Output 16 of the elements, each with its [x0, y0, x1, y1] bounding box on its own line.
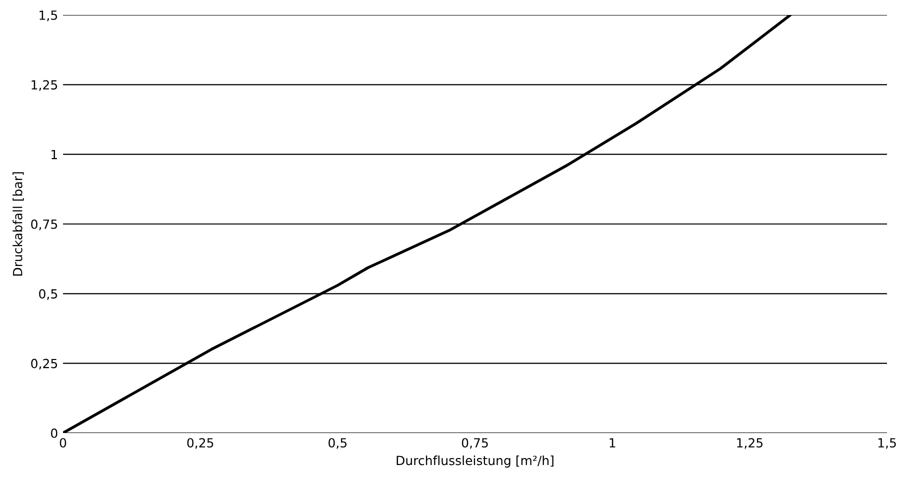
x-tick-label: 0,75	[462, 438, 488, 449]
x-tick-label: 0	[60, 438, 66, 448]
y-tick-label: 0,5	[39, 289, 58, 300]
x-tick-label: 1,25	[737, 438, 762, 449]
x-tick-label: 0,5	[328, 438, 347, 449]
y-axis-title: Druckabfall [bar]	[12, 172, 24, 276]
y-tick-label: 1,5	[40, 10, 58, 22]
y-tick-label: 0	[51, 428, 58, 438]
x-tick-label: 0,25	[187, 438, 214, 449]
x-axis-title: Durchflussleistung [m²/h]	[396, 456, 554, 468]
y-tick-label: 0,75	[31, 219, 58, 230]
y-tick-label: 1	[52, 150, 57, 160]
y-tick-label: 1,25	[32, 80, 58, 91]
y-tick-label: 0,25	[31, 358, 58, 370]
x-tick-label: 1	[610, 438, 616, 448]
x-tick-label: 1,5	[878, 438, 896, 449]
